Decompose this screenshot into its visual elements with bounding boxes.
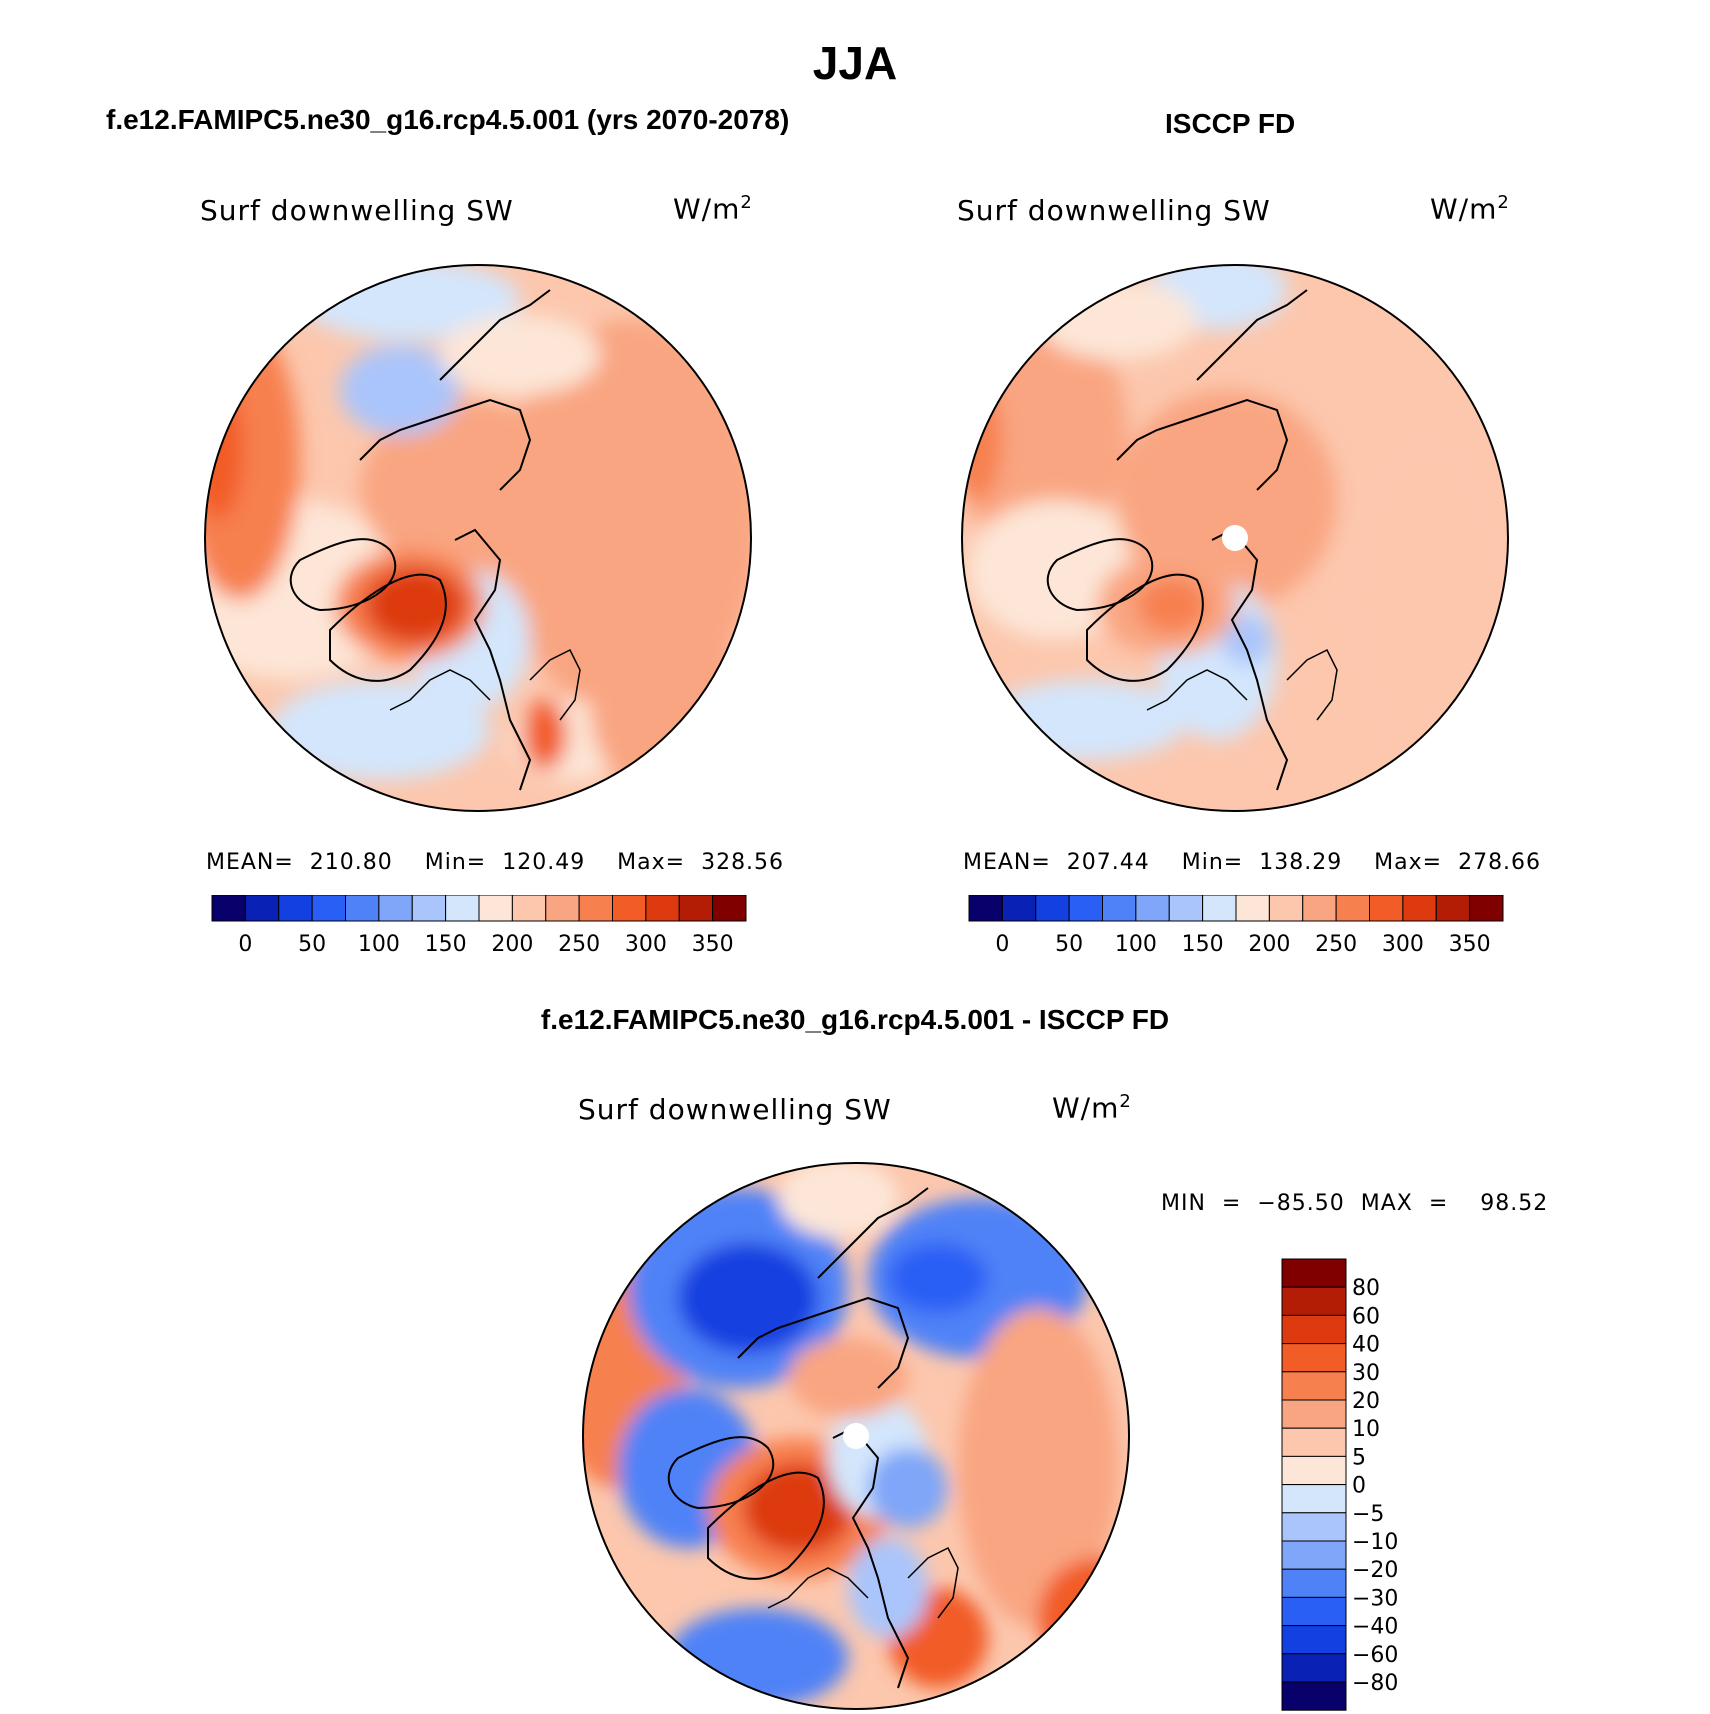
colorbar-label: 250 bbox=[558, 932, 600, 957]
colorbar-box bbox=[1281, 1540, 1347, 1570]
colorbar-label: 50 bbox=[298, 932, 326, 957]
colorbar-box bbox=[712, 895, 747, 922]
stats-diff: MIN = −85.50 MAX = 98.52 bbox=[1161, 1191, 1549, 1216]
colorbar-box bbox=[578, 895, 613, 922]
colorbar-box bbox=[1281, 1343, 1347, 1373]
colorbar-box bbox=[1435, 895, 1471, 922]
colorbar-box bbox=[1281, 1314, 1347, 1345]
variable-label-diff: Surf downwelling SW bbox=[578, 1093, 892, 1126]
colorbar-label: −5 bbox=[1352, 1502, 1384, 1527]
colorbar-diff: 80 60 40 30 20 10 5 0 −5 −10 −20 −30 −40 −60 −80 bbox=[1281, 1258, 1398, 1711]
colorbar-label: 150 bbox=[1182, 932, 1224, 957]
colorbar-box bbox=[1281, 1371, 1347, 1401]
colorbar-label: 10 bbox=[1352, 1417, 1380, 1442]
colorbar-box bbox=[411, 895, 447, 922]
colorbar-box bbox=[1281, 1399, 1347, 1429]
colorbar-box bbox=[1281, 1427, 1347, 1457]
colorbar-label: −10 bbox=[1352, 1530, 1398, 1555]
variable-label-obs: Surf downwelling SW bbox=[957, 194, 1271, 227]
panel-title-obs: ISCCP FD bbox=[1165, 108, 1296, 139]
colorbar-label: 100 bbox=[1115, 932, 1157, 957]
colorbar-box bbox=[1281, 1681, 1347, 1711]
colorbar-label: 30 bbox=[1352, 1361, 1380, 1386]
colorbar-box bbox=[968, 895, 1003, 922]
colorbar-box bbox=[1281, 1512, 1347, 1542]
colorbar-box bbox=[1235, 895, 1270, 922]
colorbar-label: 200 bbox=[491, 932, 533, 957]
colorbar-box bbox=[1135, 895, 1170, 922]
colorbar-label: −40 bbox=[1352, 1615, 1398, 1640]
colorbar-label: 350 bbox=[692, 932, 734, 957]
polar-map-obs bbox=[961, 264, 1509, 812]
colorbar-box bbox=[311, 895, 346, 922]
colorbar-box bbox=[1202, 895, 1237, 922]
colorbar-box bbox=[1281, 1653, 1347, 1683]
colorbar-label: 5 bbox=[1352, 1445, 1366, 1470]
units-label-model: W/m2 bbox=[673, 192, 753, 226]
panel-title-diff: f.e12.FAMIPC5.ne30_g16.rcp4.5.001 - ISCC… bbox=[540, 1004, 1170, 1035]
colorbar-label: 200 bbox=[1248, 932, 1290, 957]
colorbar-box bbox=[378, 895, 413, 922]
stats-model: MEAN= 210.80 Min= 120.49 Max= 328.56 bbox=[206, 850, 785, 875]
colorbar-box bbox=[1281, 1455, 1347, 1486]
colorbar-label: 80 bbox=[1352, 1276, 1380, 1301]
colorbar-box bbox=[1369, 895, 1404, 922]
colorbar-box bbox=[545, 895, 580, 922]
colorbar-label: 0 bbox=[238, 932, 252, 957]
colorbar-label: 100 bbox=[358, 932, 400, 957]
colorbar-box bbox=[1302, 895, 1337, 922]
colorbar-box bbox=[612, 895, 647, 922]
colorbar-box bbox=[1402, 895, 1437, 922]
stats-obs: MEAN= 207.44 Min= 138.29 Max= 278.66 bbox=[963, 850, 1542, 875]
colorbar-box bbox=[211, 895, 246, 922]
colorbar-box bbox=[345, 895, 380, 922]
units-label-obs: W/m2 bbox=[1430, 192, 1510, 226]
colorbar-box bbox=[1281, 1568, 1347, 1598]
colorbar-box bbox=[1035, 895, 1070, 922]
colorbar-label: −60 bbox=[1352, 1643, 1398, 1668]
colorbar-box bbox=[445, 895, 480, 922]
variable-label-model: Surf downwelling SW bbox=[200, 194, 514, 227]
colorbar-box bbox=[1335, 895, 1370, 922]
colorbar-box bbox=[1168, 895, 1204, 922]
colorbar-box bbox=[478, 895, 513, 922]
colorbar-box bbox=[1068, 895, 1103, 922]
colorbar-obs: 0 50 100 150 200 250 300 350 bbox=[968, 895, 1504, 957]
polar-map-diff bbox=[582, 1162, 1130, 1710]
colorbar-box bbox=[645, 895, 680, 922]
colorbar-label: 40 bbox=[1352, 1333, 1380, 1358]
colorbar-label: 150 bbox=[425, 932, 467, 957]
colorbar-box bbox=[1281, 1258, 1347, 1288]
colorbar-label: 50 bbox=[1055, 932, 1083, 957]
colorbar-label: 300 bbox=[625, 932, 667, 957]
colorbar-label: 0 bbox=[1352, 1474, 1366, 1499]
colorbar-box bbox=[1102, 895, 1137, 922]
colorbar-model: 0 50 100 150 200 250 300 350 bbox=[211, 895, 747, 957]
colorbar-box bbox=[1001, 895, 1037, 922]
units-label-diff: W/m2 bbox=[1052, 1091, 1132, 1125]
colorbar-label: 350 bbox=[1449, 932, 1491, 957]
colorbar-box bbox=[244, 895, 280, 922]
colorbar-box bbox=[511, 895, 547, 922]
colorbar-box bbox=[1268, 895, 1304, 922]
colorbar-label: 300 bbox=[1382, 932, 1424, 957]
colorbar-box bbox=[278, 895, 313, 922]
polar-map-model bbox=[204, 264, 752, 812]
colorbar-label: −20 bbox=[1352, 1558, 1398, 1583]
colorbar-label: −80 bbox=[1352, 1671, 1398, 1696]
colorbar-box bbox=[1281, 1625, 1347, 1655]
colorbar-box bbox=[1281, 1286, 1347, 1316]
colorbar-box bbox=[678, 895, 714, 922]
colorbar-label: 20 bbox=[1352, 1389, 1380, 1414]
colorbar-label: 60 bbox=[1352, 1304, 1380, 1329]
colorbar-label: 250 bbox=[1315, 932, 1357, 957]
page-title: JJA bbox=[812, 37, 898, 89]
colorbar-label: −30 bbox=[1352, 1586, 1398, 1611]
colorbar-label: 0 bbox=[995, 932, 1009, 957]
panel-title-model: f.e12.FAMIPC5.ne30_g16.rcp4.5.001 (yrs 2… bbox=[106, 104, 790, 135]
colorbar-box bbox=[1281, 1596, 1347, 1627]
colorbar-box bbox=[1469, 895, 1504, 922]
colorbar-box bbox=[1281, 1484, 1347, 1514]
